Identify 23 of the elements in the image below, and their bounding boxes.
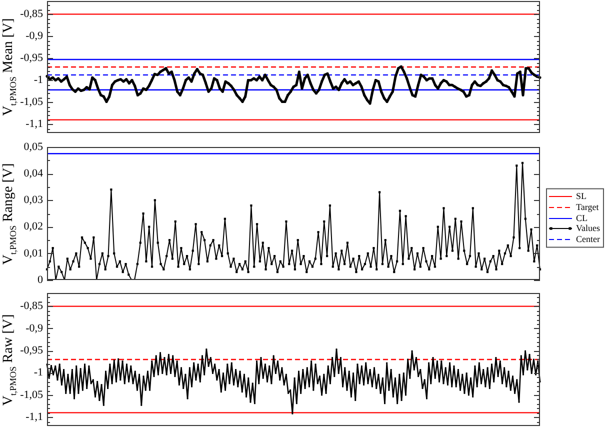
y-tick-label: -1,05 — [20, 96, 44, 108]
y-tick-label: -1,05 — [20, 388, 44, 401]
y-tick-label: -1 — [34, 366, 43, 379]
y-tick-label: 0,05 — [24, 140, 44, 153]
text: CL — [576, 212, 588, 223]
y-tick-label: -0,85 — [20, 8, 44, 20]
y-tick-label: -0,95 — [20, 52, 44, 64]
y-tick-label: 0,01 — [24, 247, 43, 260]
y-tick-label: -0,9 — [26, 322, 44, 334]
text: Center — [576, 234, 600, 244]
y-tick-label: 0 — [38, 274, 44, 286]
y-tick-label: 0,02 — [24, 220, 43, 233]
y-tick-label: 0,03 — [24, 194, 44, 206]
y-tick-label: -0,85 — [20, 300, 44, 312]
y-tick-label: -1,1 — [26, 118, 43, 130]
text: SL — [576, 190, 587, 201]
text: Target — [576, 202, 599, 212]
y-tick-label: -0,9 — [26, 30, 44, 42]
y-tick-label: -0,95 — [20, 344, 44, 357]
legend-label: Values — [576, 222, 600, 233]
y-tick-label: 0,04 — [24, 167, 44, 180]
y-tick-label: -1,1 — [26, 411, 43, 424]
y-tick-label: -1 — [34, 74, 43, 86]
